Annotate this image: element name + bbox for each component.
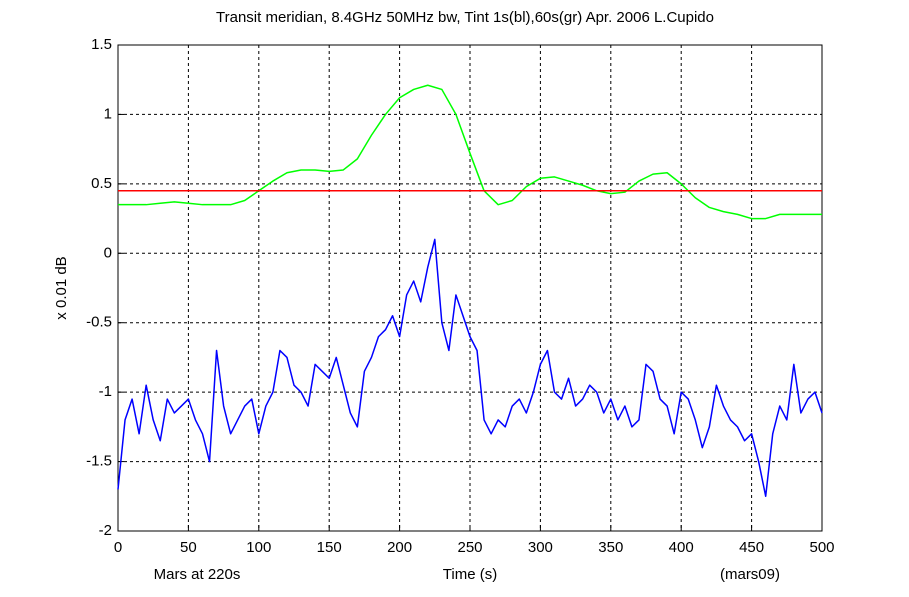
- x-tick-label: 0: [114, 539, 122, 556]
- y-tick-label: -2: [99, 522, 112, 539]
- x-tick-label: 350: [598, 539, 623, 556]
- x-tick-label: 400: [669, 539, 694, 556]
- plot-frame: [117, 44, 823, 532]
- x-tick-label: 300: [528, 539, 553, 556]
- y-tick-label: 1: [104, 105, 112, 122]
- y-axis-label: x 0.01 dB: [53, 256, 70, 319]
- x-tick-label: 50: [180, 539, 197, 556]
- annotation: Mars at 220s: [154, 566, 241, 583]
- x-tick-label: 450: [739, 539, 764, 556]
- y-tick-label: -0.5: [86, 314, 112, 331]
- chart-title: Transit meridian, 8.4GHz 50MHz bw, Tint …: [216, 9, 714, 26]
- x-tick-label: 200: [387, 539, 412, 556]
- y-tick-label: 0.5: [91, 175, 112, 192]
- y-tick-label: -1: [99, 383, 112, 400]
- x-axis-label: Time (s): [443, 566, 497, 583]
- y-tick-label: 1.5: [91, 36, 112, 53]
- annotation: (mars09): [720, 566, 780, 583]
- x-tick-label: 500: [809, 539, 834, 556]
- line-series: [118, 84, 822, 220]
- y-tick-label: -1.5: [86, 453, 112, 470]
- x-tick-label: 100: [246, 539, 271, 556]
- x-tick-label: 250: [457, 539, 482, 556]
- line-series: [117, 238, 823, 498]
- x-tick-label: 150: [317, 539, 342, 556]
- y-tick-label: 0: [104, 244, 112, 261]
